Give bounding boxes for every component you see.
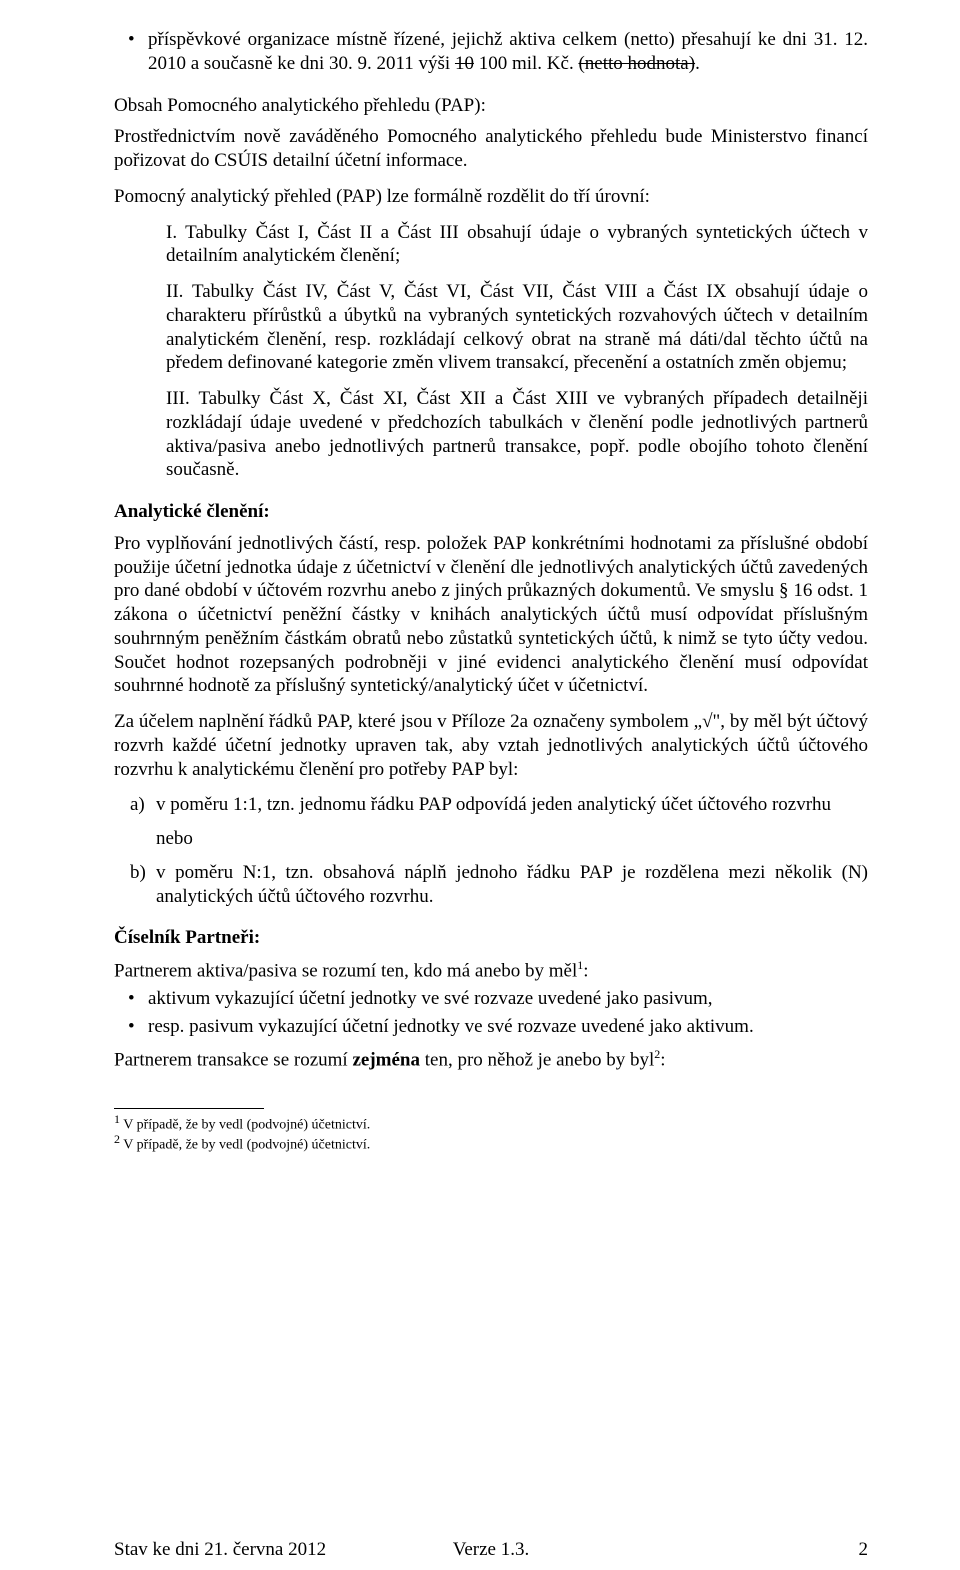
analyticke-heading: Analytické členění: [114,500,868,524]
footnote-1: 1 V případě, že by vedl (podvojné) účetn… [114,1113,868,1134]
footnote-separator [114,1108,264,1109]
bullet-text-after: . [695,53,700,74]
footnote-2-text: V případě, že by vedl (podvojné) účetnic… [120,1138,370,1153]
ciselnik-heading: Číselník Partneři: [114,926,868,950]
partner-bullet-2: • resp. pasivum vykazující účetní jednot… [148,1015,868,1039]
partner-trans-mid: ten, pro něhož je anebo by byl [420,1049,654,1070]
analyticke-paragraph-2: Za účelem naplnění řádků PAP, které jsou… [114,710,868,781]
partner-trans-pre: Partnerem transakce se rozumí [114,1049,352,1070]
page-footer: Stav ke dni 21. června 2012 Verze 1.3. 2 [114,1538,868,1562]
nebo: nebo [156,827,868,851]
partner-bullet-1: • aktivum vykazující účetní jednotky ve … [148,987,868,1011]
obsah-paragraph-2: Pomocný analytický přehled (PAP) lze for… [114,185,868,209]
bullet-strike1: 10 [455,53,474,74]
partner-trans-line: Partnerem transakce se rozumí zejména te… [114,1047,868,1072]
marker-a: a) [130,793,156,817]
partner-bullet-2-text: resp. pasivum vykazující účetní jednotky… [148,1016,754,1037]
page: • příspěvkové organizace místně řízené, … [0,0,960,1570]
bullet-dot-icon: • [128,1015,135,1039]
footnote-1-text: V případě, že by vedl (podvojné) účetnic… [120,1117,370,1132]
partner-trans-post: : [660,1049,665,1070]
partner-ap-pre: Partnerem aktiva/pasiva se rozumí ten, k… [114,960,577,981]
footnote-2: 2 V případě, že by vedl (podvojné) účetn… [114,1133,868,1154]
item-b: b)v poměru N:1, tzn. obsahová náplň jedn… [156,861,868,909]
partner-trans-bold: zejména [352,1049,420,1070]
roman-i: I. Tabulky Část I, Část II a Část III ob… [166,221,868,269]
item-b-text: v poměru N:1, tzn. obsahová náplň jednoh… [156,862,868,907]
ciselnik-heading-text: Číselník Partneři: [114,927,260,948]
roman-ii: II. Tabulky Část IV, Část V, Část VI, Čá… [166,280,868,375]
item-a: a)v poměru 1:1, tzn. jednomu řádku PAP o… [156,793,868,817]
bullet-dot-icon: • [128,987,135,1011]
bullet-dot-icon: • [128,28,135,52]
obsah-paragraph-1: Prostřednictvím nově zaváděného Pomocnéh… [114,125,868,173]
obsah-heading: Obsah Pomocného analytického přehledu (P… [114,94,868,118]
partner-bullet-1-text: aktivum vykazující účetní jednotky ve sv… [148,988,713,1009]
marker-b: b) [130,861,156,885]
partner-ap-line: Partnerem aktiva/pasiva se rozumí ten, k… [114,958,868,983]
top-bullet: • příspěvkové organizace místně řízené, … [148,28,868,76]
bullet-text-mid: 100 mil. Kč. [474,53,579,74]
partner-ap-post: : [583,960,588,981]
analyticke-paragraph-1: Pro vyplňování jednotlivých částí, resp.… [114,532,868,698]
analyticke-heading-text: Analytické členění: [114,501,270,522]
bullet-strike2: (netto hodnota) [578,53,695,74]
roman-iii: III. Tabulky Část X, Část XI, Část XII a… [166,387,868,482]
item-a-text: v poměru 1:1, tzn. jednomu řádku PAP odp… [156,794,831,815]
footer-center: Verze 1.3. [114,1538,868,1562]
